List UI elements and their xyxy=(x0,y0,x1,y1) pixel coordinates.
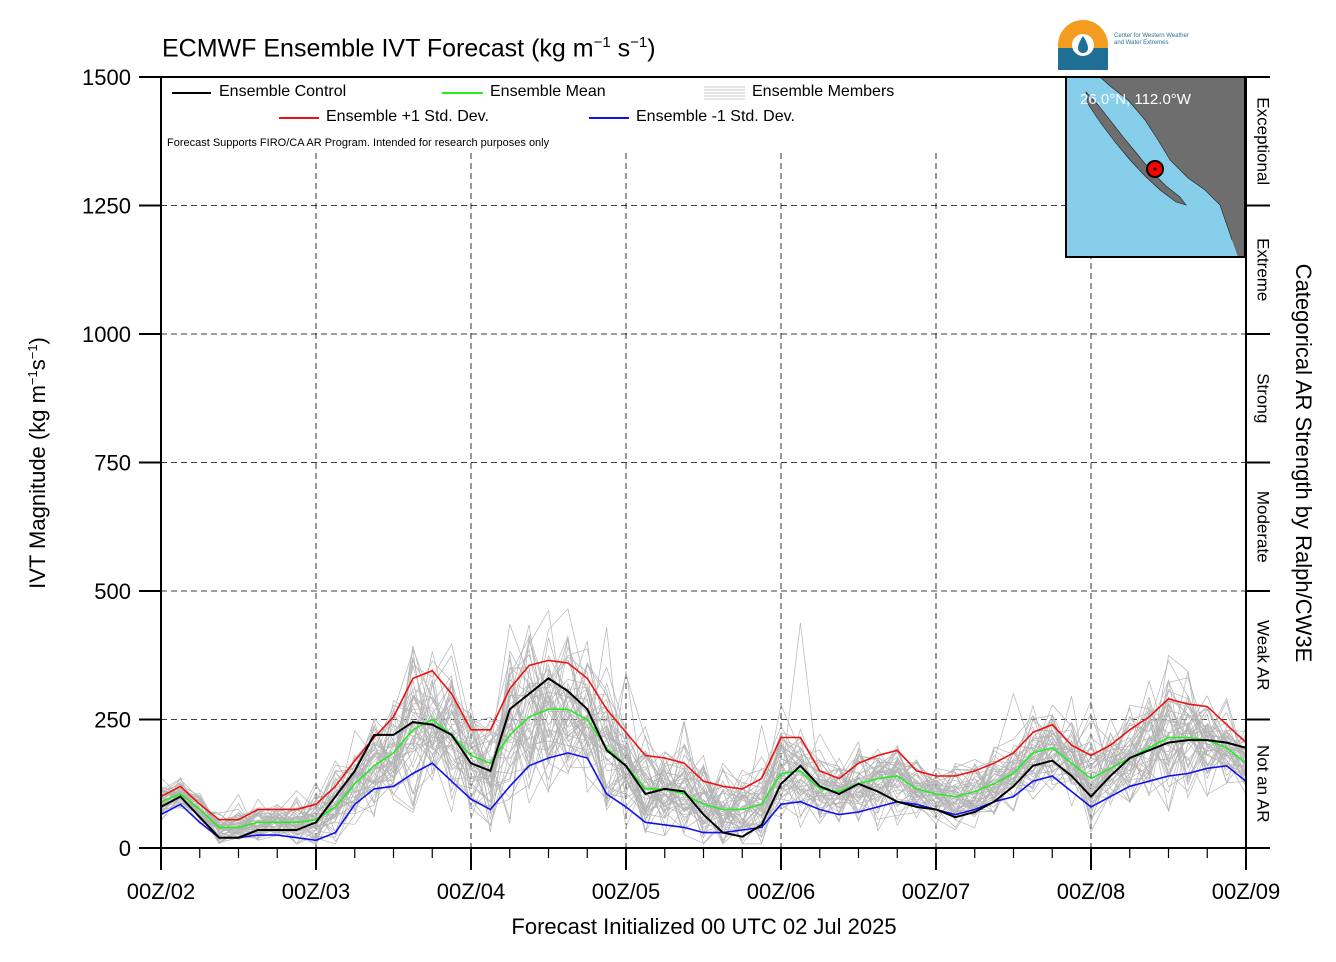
ensemble-member-line xyxy=(160,689,1247,827)
y-tick-label: 1250 xyxy=(82,194,131,219)
category-label: Strong xyxy=(1254,373,1273,423)
ensemble-member-line xyxy=(160,668,1247,839)
x-tick-label: 00Z/04 xyxy=(437,879,506,904)
ensemble-member-line xyxy=(160,709,1247,834)
series-line-plus xyxy=(160,659,1247,821)
y-tick-label: 1500 xyxy=(82,65,131,90)
legend-plus-label: Ensemble +1 Std. Dev. xyxy=(326,108,489,125)
x-tick-label: 00Z/08 xyxy=(1057,879,1126,904)
cw3e-logo-text: Center for Western Weather and Water Extr… xyxy=(1114,33,1189,46)
legend-mean-label: Ensemble Mean xyxy=(490,83,606,100)
category-label: Not an AR xyxy=(1254,745,1273,823)
ensemble-member-line xyxy=(160,696,1247,841)
x-tick-label: 00Z/09 xyxy=(1212,879,1281,904)
cw3e-logo xyxy=(1058,20,1108,70)
x-tick-label: 00Z/03 xyxy=(282,879,351,904)
category-label: Weak AR xyxy=(1254,620,1273,691)
inset-map xyxy=(1065,76,1246,258)
y-tick-label: 1000 xyxy=(82,322,131,347)
logo-water xyxy=(1058,48,1108,70)
y-tick-label: 0 xyxy=(119,836,131,861)
map-baja-peninsula xyxy=(1085,91,1187,206)
ensemble-member-line xyxy=(160,698,1247,839)
legend-minus-label: Ensemble -1 Std. Dev. xyxy=(636,108,795,125)
legend-control-label: Ensemble Control xyxy=(219,83,347,100)
category-label: Extreme xyxy=(1254,238,1273,301)
category-label: Moderate xyxy=(1254,491,1273,563)
map-south-coast xyxy=(1232,235,1245,257)
y-tick-label: 250 xyxy=(94,708,131,733)
map-frame xyxy=(1065,76,1246,258)
ensemble-member-line xyxy=(160,663,1247,845)
ensemble-member-line xyxy=(160,659,1247,845)
series-line-control xyxy=(160,677,1247,839)
ensemble-member-line xyxy=(160,695,1247,834)
disclaimer-text: Forecast Supports FIRO/CA AR Program. In… xyxy=(167,137,550,149)
category-label: Exceptional xyxy=(1254,97,1273,185)
chart-title: ECMWF Ensemble IVT Forecast (kg m−1 s−1) xyxy=(162,34,656,63)
legend-members-label: Ensemble Members xyxy=(752,83,895,100)
x-tick-label: 00Z/05 xyxy=(592,879,661,904)
water-drop-icon xyxy=(1078,36,1088,53)
ensemble-member-line xyxy=(160,646,1247,845)
x-tick-label: 00Z/06 xyxy=(747,879,816,904)
y-tick-label: 500 xyxy=(94,579,131,604)
ensemble-member-line xyxy=(160,643,1247,842)
right-axis-label: Categorical AR Strength by Ralph/CW3E xyxy=(1291,263,1316,663)
ensemble-member-line xyxy=(160,682,1247,836)
location-marker-center xyxy=(1153,167,1157,171)
series-line-mean xyxy=(160,708,1247,829)
x-tick-label: 00Z/02 xyxy=(127,879,196,904)
x-axis-label: Forecast Initialized 00 UTC 02 Jul 2025 xyxy=(511,914,897,939)
y-tick-label: 750 xyxy=(94,451,131,476)
y-axis-label: IVT Magnitude (kg m−1s−1) xyxy=(24,337,51,589)
series-line-minus xyxy=(160,752,1247,842)
x-tick-label: 00Z/07 xyxy=(902,879,971,904)
map-coordinate-label: 26.0°N, 112.0°W xyxy=(1080,91,1191,108)
